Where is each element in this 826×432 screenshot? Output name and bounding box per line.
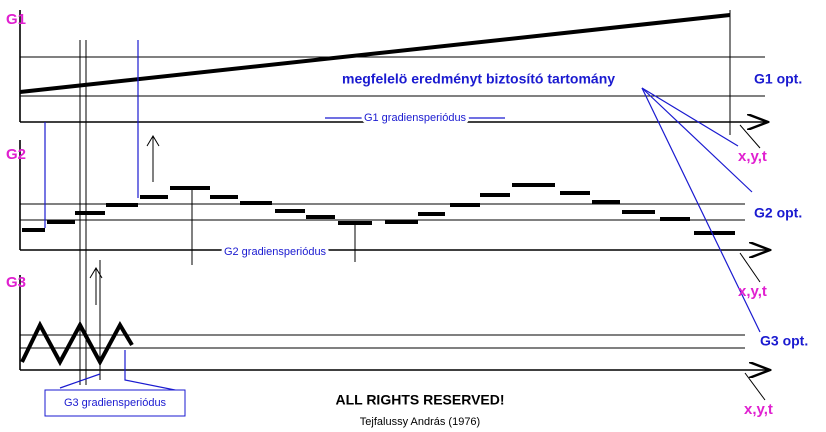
curves — [19, 13, 761, 417]
axis-label: x,y,t — [738, 283, 767, 300]
g3-label: G3 — [6, 274, 26, 291]
axis-label: x,y,t — [738, 148, 767, 165]
g3-opt: G3 opt. — [760, 333, 808, 349]
g1-label: G1 — [6, 11, 26, 28]
author: Tejfalussy András (1976) — [360, 416, 480, 428]
g2-opt: G2 opt. — [754, 205, 802, 221]
g1-period: G1 gradiensperiódus — [364, 112, 467, 124]
band-text: megfelelö eredményt biztosító tartomány — [342, 71, 615, 87]
g1-opt: G1 opt. — [754, 71, 802, 87]
axis-label: x,y,t — [744, 401, 773, 418]
rights: ALL RIGHTS RESERVED! — [335, 392, 504, 408]
g3-period: G3 gradiensperiódus — [64, 397, 167, 409]
g2-label: G2 — [6, 146, 26, 163]
g2-period: G2 gradiensperiódus — [224, 246, 327, 258]
